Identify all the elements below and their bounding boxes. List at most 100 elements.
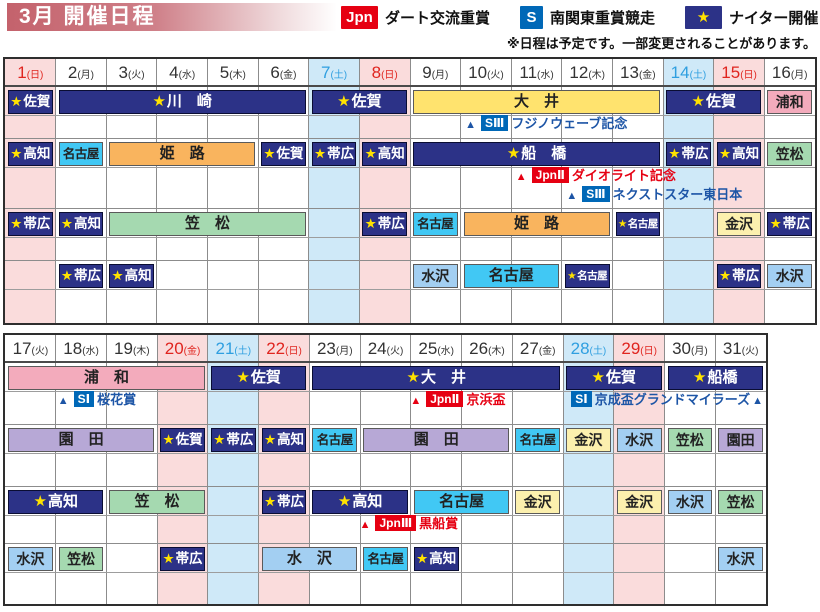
- event-mizusawa[interactable]: 水沢: [667, 490, 713, 514]
- venue-label: 高知: [73, 216, 101, 231]
- race-annotation[interactable]: ▲ SⅠ 桜花賞: [56, 391, 136, 410]
- event-nagoya[interactable]: 名古屋: [463, 264, 559, 288]
- event-urawa[interactable]: 浦 和: [8, 366, 205, 390]
- event-nagoya[interactable]: 名古屋: [515, 428, 561, 452]
- event-urawa[interactable]: 浦和: [767, 90, 812, 114]
- sub-gridline: [5, 289, 815, 290]
- event-mizusawa[interactable]: 水沢: [8, 547, 53, 571]
- event-kochi-night[interactable]: ★高知: [413, 547, 459, 571]
- event-kanazawa[interactable]: 金沢: [616, 490, 662, 514]
- sub-gridline: [5, 572, 766, 573]
- event-obihiro-night[interactable]: ★帯広: [58, 264, 104, 288]
- event-kanazawa[interactable]: 金沢: [515, 490, 561, 514]
- event-kochi-night[interactable]: ★高知: [312, 490, 408, 514]
- event-sonoda[interactable]: 園 田: [8, 428, 155, 452]
- day-of-week: (月): [431, 70, 449, 81]
- event-obihiro-night[interactable]: ★帯広: [210, 428, 256, 452]
- day-header-1: 1(日): [5, 59, 56, 87]
- event-obihiro-night[interactable]: ★帯広: [362, 212, 407, 236]
- event-saga-night[interactable]: ★佐賀: [311, 90, 407, 114]
- race-annotation[interactable]: ▲ JpnⅡ 京浜盃: [408, 391, 505, 410]
- venue-label: 佐賀: [23, 94, 51, 109]
- day-of-week: (水): [178, 70, 196, 81]
- venue-label: 高知: [277, 432, 305, 447]
- event-saga-night[interactable]: ★佐賀: [261, 142, 306, 166]
- event-obihiro-night[interactable]: ★帯広: [160, 547, 205, 571]
- event-kasamatsu[interactable]: 笠松: [58, 547, 104, 571]
- event-mizusawa[interactable]: 水沢: [616, 428, 662, 452]
- venue-label: 帯広: [175, 551, 203, 566]
- day-of-week: (水): [437, 346, 455, 357]
- day-of-week: (日): [640, 346, 657, 357]
- event-kochi-night[interactable]: ★高知: [261, 428, 307, 452]
- event-sonoda[interactable]: 園田: [718, 428, 763, 452]
- event-obihiro-night[interactable]: ★帯広: [261, 490, 307, 514]
- event-nagoya-night[interactable]: ★名古屋: [615, 212, 661, 236]
- column-gridline: [662, 59, 664, 323]
- event-sonoda[interactable]: 園 田: [363, 428, 510, 452]
- event-himeji[interactable]: 姫 路: [109, 142, 256, 166]
- event-saga-night[interactable]: ★佐賀: [566, 366, 662, 390]
- row-gridline: [5, 486, 766, 487]
- event-nagoya-night[interactable]: ★名古屋: [564, 264, 610, 288]
- race-annotation[interactable]: ▲ JpnⅢ 黒船賞: [358, 515, 458, 534]
- race-annotation[interactable]: ▲ JpnⅡ ダイオライト記念: [514, 167, 676, 186]
- event-kochi-night[interactable]: ★高知: [8, 490, 104, 514]
- header-gridline: [5, 361, 766, 363]
- event-obihiro-night[interactable]: ★帯広: [716, 264, 762, 288]
- event-kanazawa[interactable]: 金沢: [566, 428, 611, 452]
- race-annotation[interactable]: SⅠ 京成盃グランドマイラーズ ▲: [568, 391, 765, 410]
- event-kochi-night[interactable]: ★高知: [716, 142, 762, 166]
- venue-label: 園 田: [413, 431, 459, 448]
- race-grade-badge: JpnⅡ: [426, 391, 464, 407]
- event-himeji[interactable]: 姫 路: [463, 212, 610, 236]
- day-header-15: 15(日): [714, 59, 765, 87]
- event-obihiro-night[interactable]: ★帯広: [8, 212, 53, 236]
- event-saga-night[interactable]: ★佐賀: [8, 90, 53, 114]
- event-saga-night[interactable]: ★佐賀: [666, 90, 762, 114]
- event-mizusawa[interactable]: 水沢: [718, 547, 763, 571]
- event-ooi-night[interactable]: ★大 井: [312, 366, 561, 390]
- event-kochi-night[interactable]: ★高知: [109, 264, 154, 288]
- event-nagoya[interactable]: 名古屋: [363, 547, 408, 571]
- event-kasamatsu[interactable]: 笠 松: [109, 490, 205, 514]
- event-kanazawa[interactable]: 金沢: [716, 212, 762, 236]
- event-kawasaki-night[interactable]: ★川 崎: [58, 90, 306, 114]
- event-kasamatsu[interactable]: 笠 松: [109, 212, 306, 236]
- day-header-31: 31(火): [715, 335, 766, 363]
- event-funabashi-night[interactable]: ★船 橋: [413, 142, 661, 166]
- night-star-icon: ★: [617, 218, 627, 230]
- event-saga-night[interactable]: ★佐賀: [160, 428, 205, 452]
- event-mizusawa[interactable]: 水沢: [413, 264, 458, 288]
- event-saga-night[interactable]: ★佐賀: [210, 366, 307, 390]
- event-nagoya[interactable]: 名古屋: [312, 428, 358, 452]
- event-mizusawa[interactable]: 水沢: [767, 264, 812, 288]
- event-obihiro-night[interactable]: ★帯広: [311, 142, 357, 166]
- column-gridline: [308, 335, 310, 604]
- event-kochi-night[interactable]: ★高知: [8, 142, 53, 166]
- event-kasamatsu[interactable]: 笠松: [667, 428, 713, 452]
- event-mizusawa[interactable]: 水 沢: [261, 547, 358, 571]
- column-gridline: [612, 59, 613, 323]
- event-ooi[interactable]: 大 井: [413, 90, 661, 114]
- event-nagoya[interactable]: 名古屋: [58, 142, 104, 166]
- venue-label: 笠松: [775, 146, 804, 162]
- day-of-week: (金): [538, 346, 556, 357]
- venue-label: 名古屋: [519, 433, 557, 447]
- day-header-21: 21(土): [208, 335, 259, 363]
- event-nagoya[interactable]: 名古屋: [413, 212, 458, 236]
- event-funabashi-night[interactable]: ★船橋: [667, 366, 763, 390]
- race-name: フジノウェーブ記念: [511, 116, 628, 131]
- event-kasamatsu[interactable]: 笠松: [767, 142, 812, 166]
- event-kochi-night[interactable]: ★高知: [362, 142, 407, 166]
- row-gridline: [5, 138, 815, 139]
- venue-label: 浦和: [775, 94, 804, 110]
- event-kasamatsu[interactable]: 笠松: [718, 490, 763, 514]
- event-obihiro-night[interactable]: ★帯広: [767, 212, 812, 236]
- race-annotation[interactable]: ▲ SⅢ フジノウェーブ記念: [463, 115, 627, 134]
- event-obihiro-night[interactable]: ★帯広: [666, 142, 711, 166]
- event-nagoya[interactable]: 名古屋: [413, 490, 510, 514]
- event-kochi-night[interactable]: ★高知: [58, 212, 104, 236]
- column-gridline: [511, 335, 513, 604]
- race-annotation[interactable]: ▲ SⅢ ネクストスター東日本: [564, 186, 742, 205]
